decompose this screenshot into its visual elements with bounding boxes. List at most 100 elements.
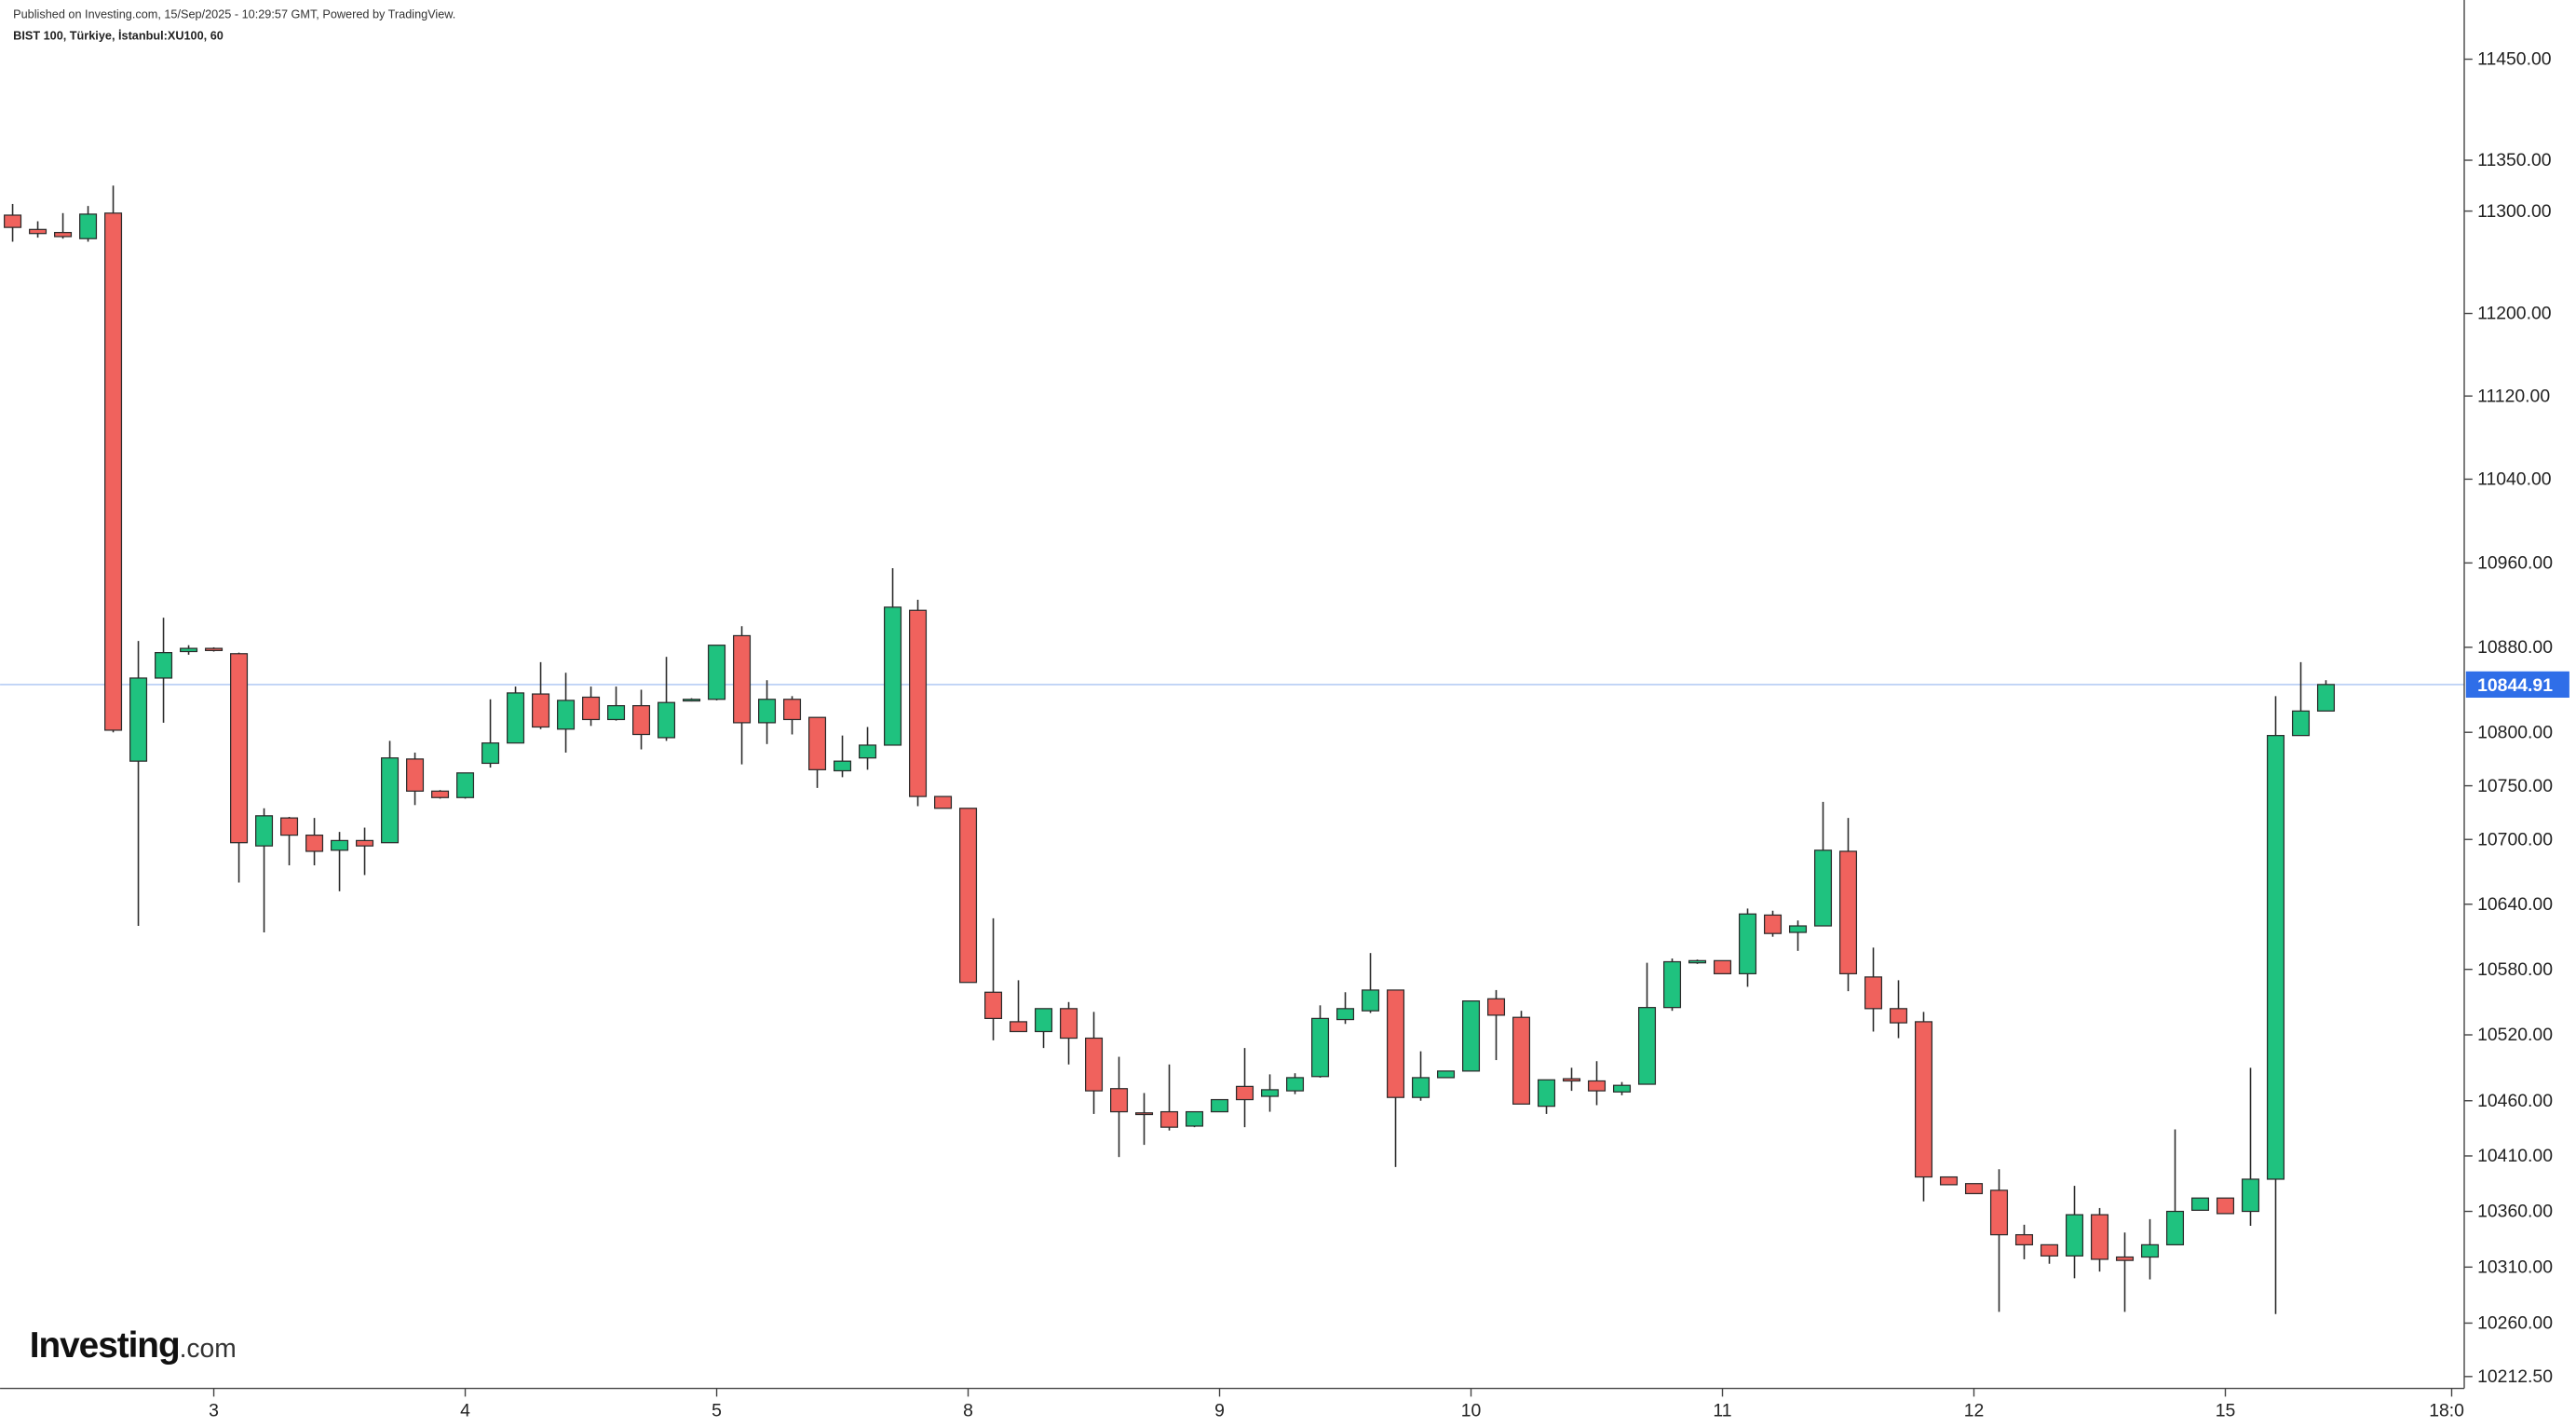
candle-body-up xyxy=(1035,1008,1053,1033)
candle-body-down xyxy=(1763,914,1783,934)
x-tick-label: 10 xyxy=(1461,1401,1482,1421)
candle-body-down xyxy=(934,795,953,809)
price-axis: 11450.00 11350.00 11300.00 11200.00 11120.00… xyxy=(2463,49,2569,1387)
candle-body-up xyxy=(834,760,852,772)
x-tick-label: 4 xyxy=(460,1401,470,1421)
candle-body-up xyxy=(658,701,676,739)
candle-body-up xyxy=(607,704,626,721)
candle-body-down xyxy=(230,653,249,844)
y-tick-label: 10640.00 xyxy=(2477,894,2553,915)
candle-body-down xyxy=(582,696,601,721)
y-tick-label: 11040.00 xyxy=(2477,469,2552,490)
candle-body-up xyxy=(1285,1077,1305,1092)
candle-body-up xyxy=(456,772,475,798)
candle-body-up xyxy=(1738,913,1757,974)
candle-body-down xyxy=(431,790,450,798)
candle-body-up xyxy=(481,742,500,765)
y-tick-label: 10580.00 xyxy=(2477,959,2553,980)
candle-body-down xyxy=(1964,1183,1984,1195)
candle-body-up xyxy=(1260,1089,1280,1097)
y-tick-label: 10260.00 xyxy=(2477,1313,2553,1334)
candle-body-up xyxy=(2065,1214,2084,1257)
candle-body-up xyxy=(129,677,148,762)
candle-body-down xyxy=(1235,1085,1254,1101)
candle-body-down xyxy=(1060,1008,1078,1040)
candle-body-up xyxy=(1210,1098,1229,1113)
candle-body-down xyxy=(1110,1088,1129,1113)
candle-body-down xyxy=(1386,989,1405,1098)
candle-body-down xyxy=(1713,959,1732,974)
candle-body-up xyxy=(2140,1244,2160,1258)
candle-body-down xyxy=(1864,976,1883,1010)
candle-body-up xyxy=(155,652,173,679)
candle-body-up xyxy=(79,213,98,239)
candle-body-up xyxy=(381,757,400,844)
y-tick-label: 10212.50 xyxy=(2477,1366,2553,1387)
y-tick-label: 11300.00 xyxy=(2477,201,2552,222)
symbol-info: BIST 100, Türkiye, İstanbul:XU100, 60 xyxy=(13,28,224,42)
candle-body-down xyxy=(1989,1189,2009,1236)
candle-body-down xyxy=(104,212,123,731)
candle-body-up xyxy=(1185,1110,1204,1127)
y-tick-label: 10360.00 xyxy=(2477,1202,2553,1222)
logo: Investing.com xyxy=(30,1325,237,1366)
x-tick-label: 11 xyxy=(1713,1401,1731,1421)
candle-body-up xyxy=(758,699,777,724)
last-price-box xyxy=(2465,671,2569,699)
candle-body-up xyxy=(683,699,701,702)
candle-body-up xyxy=(557,700,576,730)
candle-body-up xyxy=(1436,1070,1456,1079)
y-tick-label: 10880.00 xyxy=(2477,637,2553,658)
candle-body-down xyxy=(783,699,802,721)
candle-body-down xyxy=(1085,1037,1104,1092)
plot-area xyxy=(0,185,2464,1314)
candle-body-down xyxy=(54,231,73,238)
candle-body-down xyxy=(632,704,651,736)
candle-body-down xyxy=(1587,1080,1607,1092)
candle-body-down xyxy=(808,716,827,770)
candle-body-down xyxy=(532,693,550,728)
y-tick-label: 10460.00 xyxy=(2477,1091,2553,1111)
candle-body-up xyxy=(1688,959,1707,964)
candle-body-down xyxy=(29,228,47,235)
candle-body-up xyxy=(1310,1017,1330,1078)
candle-body-up xyxy=(1662,960,1682,1009)
candle-body-down xyxy=(280,817,299,836)
candle-body-down xyxy=(305,834,324,852)
candle-body-down xyxy=(406,758,425,792)
logo-name: Investing.com xyxy=(30,1325,237,1366)
y-tick-label: 11450.00 xyxy=(2477,49,2552,70)
candle-body-down xyxy=(1159,1110,1179,1128)
candle-body-up xyxy=(2165,1210,2185,1245)
y-tick-label: 10310.00 xyxy=(2477,1257,2553,1278)
candle-body-down xyxy=(733,634,752,724)
candle-body-down xyxy=(4,214,22,228)
candle-body-up xyxy=(2266,735,2285,1180)
candle-body-down xyxy=(205,647,224,651)
x-tick-label: 5 xyxy=(712,1401,722,1421)
candle-body-down xyxy=(1914,1021,1933,1178)
candle-body-up xyxy=(1335,1008,1355,1021)
candle-body-up xyxy=(2291,710,2311,737)
y-tick-label: 11200.00 xyxy=(2477,304,2552,324)
candle-body-up xyxy=(1461,1000,1481,1072)
candle-body-up xyxy=(255,815,274,847)
y-tick-label: 11350.00 xyxy=(2477,150,2552,170)
time-axis: 3 4 5 8 9 10 11 12 15 18:00 xyxy=(209,1388,2474,1421)
y-tick-label: 10960.00 xyxy=(2477,553,2553,574)
candle-body-up xyxy=(1361,989,1380,1012)
candle-body-up xyxy=(884,606,902,746)
x-tick-label: 9 xyxy=(1214,1401,1225,1421)
candle-body-up xyxy=(1637,1007,1657,1085)
candle-body-down xyxy=(959,808,978,984)
candle-body-up xyxy=(2190,1197,2210,1211)
candle-body-down xyxy=(2216,1197,2235,1215)
logo-name-text: Investing xyxy=(30,1325,180,1366)
x-tick-label: 18:00 xyxy=(2429,1401,2474,1421)
last-price-label: 10844.91 xyxy=(2477,675,2553,696)
y-tick-label: 11120.00 xyxy=(2477,386,2550,406)
x-tick-label: 8 xyxy=(963,1401,973,1421)
